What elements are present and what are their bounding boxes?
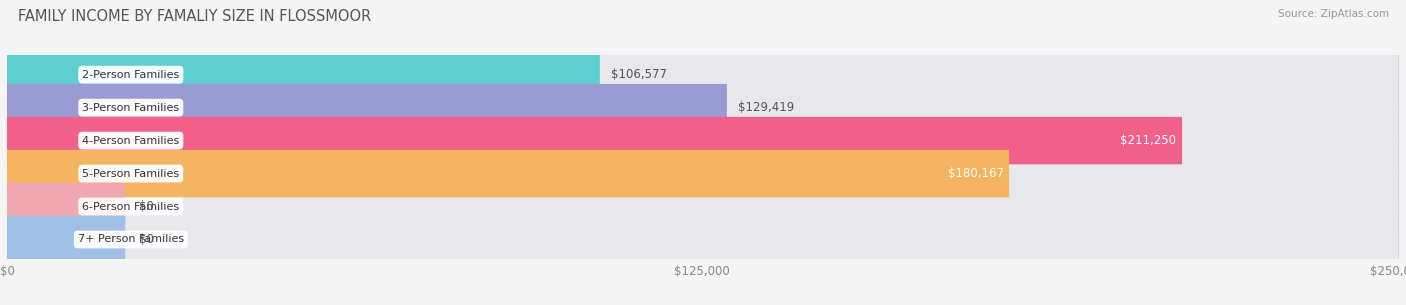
- Text: $129,419: $129,419: [738, 101, 794, 114]
- FancyBboxPatch shape: [7, 216, 125, 263]
- FancyBboxPatch shape: [7, 216, 1398, 263]
- Text: $211,250: $211,250: [1121, 134, 1177, 147]
- FancyBboxPatch shape: [7, 117, 1182, 164]
- FancyBboxPatch shape: [7, 84, 727, 131]
- FancyBboxPatch shape: [7, 183, 125, 230]
- Text: $0: $0: [139, 233, 155, 246]
- Text: 3-Person Families: 3-Person Families: [82, 103, 180, 113]
- Text: 5-Person Families: 5-Person Families: [82, 169, 180, 178]
- Text: 2-Person Families: 2-Person Families: [82, 70, 180, 80]
- FancyBboxPatch shape: [7, 51, 1398, 99]
- Text: FAMILY INCOME BY FAMALIY SIZE IN FLOSSMOOR: FAMILY INCOME BY FAMALIY SIZE IN FLOSSMO…: [18, 9, 371, 24]
- Text: Source: ZipAtlas.com: Source: ZipAtlas.com: [1278, 9, 1389, 19]
- FancyBboxPatch shape: [7, 150, 1398, 197]
- FancyBboxPatch shape: [7, 51, 600, 99]
- Text: $180,167: $180,167: [948, 167, 1004, 180]
- FancyBboxPatch shape: [7, 84, 1398, 131]
- Text: 7+ Person Families: 7+ Person Families: [77, 235, 184, 245]
- Text: $0: $0: [139, 200, 155, 213]
- Text: 4-Person Families: 4-Person Families: [82, 136, 180, 145]
- Text: 6-Person Families: 6-Person Families: [82, 202, 180, 211]
- Text: $106,577: $106,577: [612, 68, 666, 81]
- FancyBboxPatch shape: [7, 117, 1398, 164]
- FancyBboxPatch shape: [7, 150, 1010, 197]
- FancyBboxPatch shape: [7, 183, 1398, 230]
